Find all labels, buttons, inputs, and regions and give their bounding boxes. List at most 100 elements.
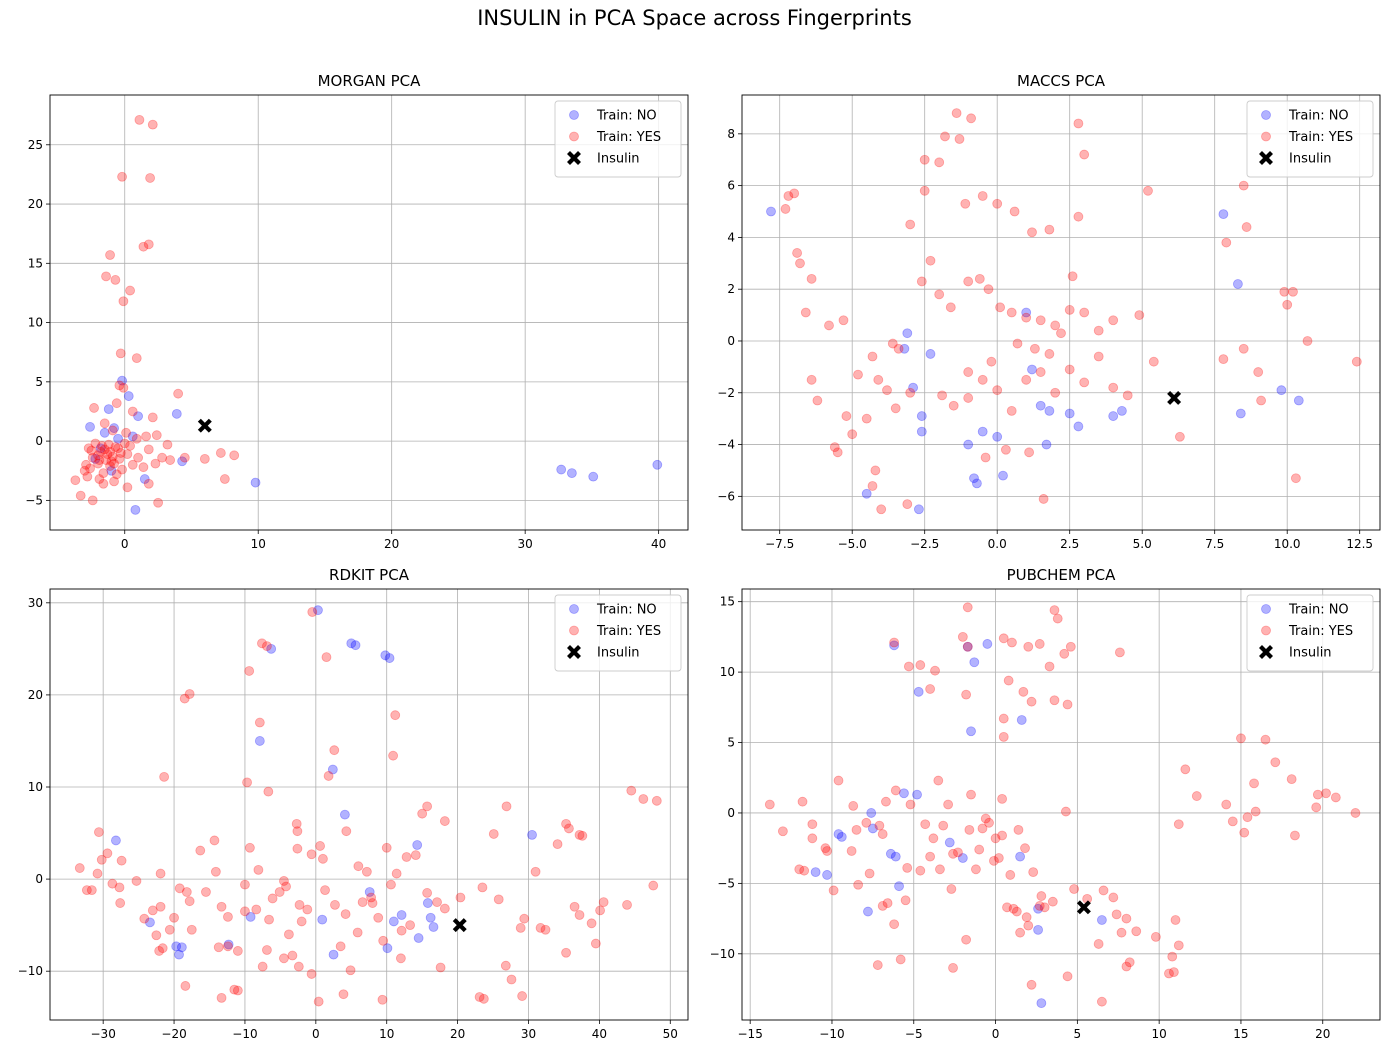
morgan-train-yes-point — [87, 452, 98, 463]
maccs-train-no-point — [902, 328, 913, 339]
pubchem-train-yes-point — [1036, 891, 1047, 901]
morgan-train-no-point — [556, 464, 567, 475]
rdkit-train-yes-point — [574, 829, 585, 840]
morgan-train-yes-point — [109, 458, 119, 469]
morgan-train-yes-point — [106, 456, 117, 467]
pubchem-train-yes-point — [1003, 675, 1014, 686]
pubchem-train-yes-point — [877, 829, 888, 839]
rdkit-train-yes-point — [292, 826, 303, 837]
rdkit-train-yes-point — [329, 745, 340, 756]
maccs-train-yes-point — [1035, 315, 1046, 326]
rdkit-train-yes-point — [306, 969, 317, 979]
rdkit-train-no-point — [176, 942, 187, 953]
rdkit-train-yes-point — [323, 771, 334, 781]
morgan-xtick-label: 40 — [651, 537, 666, 551]
maccs-train-yes-point — [1143, 185, 1153, 196]
rdkit-train-yes-point — [405, 920, 416, 931]
morgan-train-yes-point — [147, 412, 158, 423]
morgan-train-yes-point — [107, 451, 118, 462]
rdkit-legend-label: Insulin — [597, 646, 640, 661]
maccs-train-yes-point — [963, 276, 974, 287]
rdkit-train-yes-point — [569, 901, 580, 912]
maccs-train-yes-point — [792, 248, 802, 258]
rdkit-train-no-point — [422, 898, 433, 908]
rdkit-xtick-label: −20 — [161, 1027, 186, 1041]
morgan-train-yes-point — [114, 453, 125, 464]
maccs-legend-label: Train: YES — [1288, 130, 1353, 145]
morgan-xtick-label: 20 — [384, 537, 399, 551]
maccs-train-yes-point — [1073, 118, 1084, 129]
rdkit-train-yes-point — [209, 835, 220, 846]
rdkit-train-yes-point — [213, 942, 224, 953]
rdkit-xtick-label: 30 — [521, 1027, 536, 1041]
maccs-train-yes-point — [940, 131, 950, 142]
maccs-train-yes-point — [832, 447, 843, 458]
pubchem-train-no-point — [966, 726, 976, 737]
pubchem-train-yes-point — [794, 864, 805, 875]
rdkit-train-no-point — [382, 943, 393, 954]
maccs-legend-marker — [1259, 151, 1273, 165]
rdkit-train-yes-point — [357, 897, 368, 908]
maccs-train-yes-point — [963, 367, 974, 377]
rdkit-train-yes-point — [307, 607, 318, 617]
morgan-train-no-point — [85, 421, 95, 432]
rdkit-train-no-point — [350, 640, 361, 651]
rdkit-points — [74, 605, 662, 1007]
rdkit-train-yes-point — [229, 984, 240, 995]
rdkit-train-no-point — [413, 933, 424, 943]
morgan-train-yes-point — [105, 446, 115, 457]
pubchem-train-yes-point — [1124, 957, 1135, 968]
morgan-xtick-label: 0 — [121, 537, 129, 551]
rdkit-train-yes-point — [102, 848, 113, 859]
pubchem-train-yes-point — [872, 960, 883, 970]
morgan-legend-box — [554, 100, 682, 178]
maccs-train-yes-point — [780, 204, 791, 214]
pubchem-legend-marker — [1261, 604, 1271, 614]
rdkit-train-yes-point — [540, 924, 551, 935]
rdkit-train-yes-point — [223, 941, 233, 952]
pubchem-xtick-label: 0 — [992, 1027, 1000, 1041]
pubchem-train-yes-point — [877, 901, 888, 911]
pubchem-train-yes-point — [920, 819, 931, 830]
maccs-train-yes-point — [919, 185, 930, 196]
rdkit-train-yes-point — [401, 852, 412, 862]
pubchem-train-yes-point — [1173, 819, 1184, 830]
morgan-train-yes-point — [98, 468, 109, 479]
pubchem-train-yes-point — [1015, 927, 1026, 938]
maccs-ytick-label: −6 — [717, 489, 735, 503]
rdkit-train-yes-point — [296, 916, 307, 927]
pubchem-train-yes-point — [1049, 695, 1060, 706]
pubchem-train-yes-point — [1108, 892, 1119, 903]
maccs-train-yes-point — [992, 385, 1003, 396]
maccs-train-no-point — [914, 504, 924, 515]
rdkit-train-yes-point — [590, 938, 601, 949]
pubchem-train-no-point — [962, 641, 973, 652]
morgan-train-yes-point — [125, 440, 135, 451]
maccs-train-yes-point — [902, 499, 913, 510]
rdkit-train-no-point — [174, 949, 184, 960]
morgan-legend-marker — [569, 110, 579, 120]
rdkit-train-yes-point — [147, 905, 158, 916]
maccs-ytick-label: −2 — [717, 386, 735, 400]
maccs-train-yes-point — [800, 307, 811, 318]
maccs-xtick-label: 5.0 — [1133, 537, 1152, 551]
morgan-train-yes-point — [107, 425, 118, 436]
maccs-legend-label: Insulin — [1289, 152, 1332, 167]
maccs-train-yes-point — [1351, 356, 1362, 367]
rdkit-train-yes-point — [223, 911, 233, 922]
pubchem-train-no-point — [899, 788, 909, 799]
rdkit-train-yes-point — [595, 905, 605, 916]
morgan-xtick-label: 30 — [518, 537, 533, 551]
pubchem-train-yes-point — [925, 851, 936, 862]
pubchem-legend-label: Train: YES — [1288, 624, 1353, 639]
rdkit-xtick-label: 40 — [592, 1027, 607, 1041]
rdkit-train-yes-point — [240, 906, 250, 917]
morgan-train-yes-point — [81, 459, 91, 470]
maccs-xtick-label: 12.5 — [1346, 537, 1373, 551]
pubchem-train-no-point — [822, 870, 832, 880]
maccs-train-yes-point — [1148, 356, 1159, 367]
morgan-train-yes-point — [153, 497, 164, 508]
rdkit-train-yes-point — [366, 892, 377, 903]
pubchem-train-yes-point — [948, 848, 958, 859]
pubchem-train-yes-point — [1249, 778, 1259, 789]
